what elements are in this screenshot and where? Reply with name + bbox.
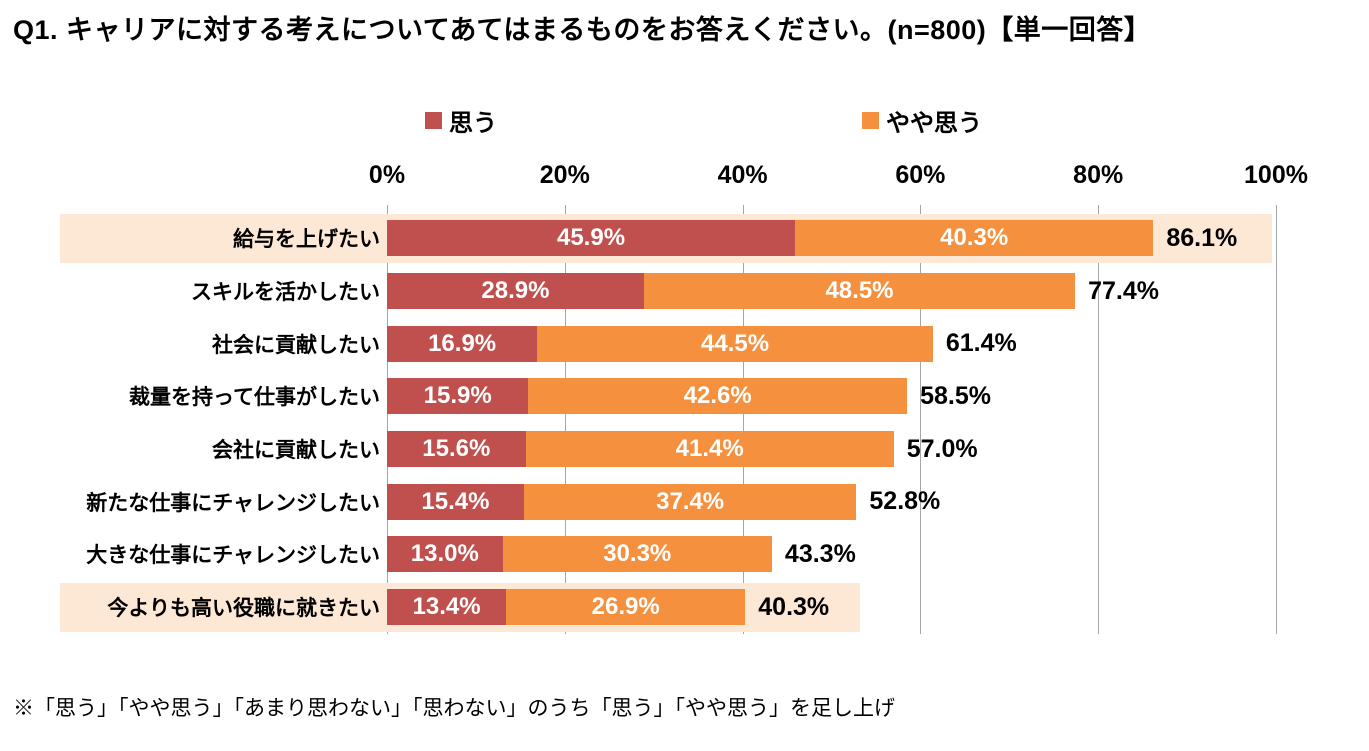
gridline	[920, 205, 922, 634]
legend-label-yaya-omou: やや思う	[886, 110, 982, 137]
category-label: 大きな仕事にチャレンジしたい	[86, 544, 380, 568]
bar-track: 15.9% 42.6% 58.5%	[387, 378, 1276, 415]
chart-row: 裁量を持って仕事がしたい 15.9% 42.6% 58.5%	[0, 370, 1369, 423]
axis-tick-label: 60%	[895, 161, 946, 189]
bar-segment-yaya-omou: 44.5%	[537, 325, 933, 362]
bar-segment-omou: 13.4%	[387, 589, 507, 626]
axis-tick-label: 80%	[1073, 161, 1124, 189]
bar-segment-yaya-omou: 40.3%	[795, 220, 1154, 257]
bar-segment-yaya-omou: 41.4%	[525, 431, 894, 468]
gridline	[1098, 205, 1100, 634]
category-label: 給与を上げたい	[233, 228, 380, 252]
chart-rows: 給与を上げたい 45.9% 40.3% 86.1% スキルを活かしたい 28.9% 48.5…	[0, 212, 1369, 634]
bar-segment-yaya-omou: 37.4%	[523, 483, 857, 520]
category-label: 今よりも高い役職に就きたい	[107, 597, 380, 621]
category-label: 会社に貢献したい	[212, 439, 380, 463]
total-label: 57.0%	[906, 434, 978, 463]
bar-segment-yaya-omou: 30.3%	[502, 536, 772, 573]
bar-segment-omou: 45.9%	[387, 220, 796, 257]
total-label: 40.3%	[758, 592, 830, 621]
bar-segment-omou: 16.9%	[387, 325, 538, 362]
plot-area: 給与を上げたい 45.9% 40.3% 86.1% スキルを活かしたい 28.9% 48.5…	[0, 205, 1369, 634]
x-axis: 0% 20% 40% 60% 80% 100%	[369, 158, 1308, 192]
bar-segment-yaya-omou: 48.5%	[643, 273, 1076, 310]
total-label: 61.4%	[945, 329, 1017, 358]
bar-segment-omou: 15.4%	[387, 483, 524, 520]
gridline	[742, 205, 744, 634]
bar-track: 15.4% 37.4% 52.8%	[387, 483, 1276, 520]
bar-segment-yaya-omou: 26.9%	[506, 589, 746, 626]
bar-segment-yaya-omou: 42.6%	[528, 378, 908, 415]
legend-item-yaya-omou: やや思う	[862, 103, 982, 138]
chart-row: 社会に貢献したい 16.9% 44.5% 61.4%	[0, 317, 1369, 370]
total-label: 86.1%	[1166, 223, 1238, 252]
total-label: 52.8%	[869, 487, 941, 516]
axis-tick-label: 100%	[1244, 161, 1308, 189]
chart-row: 今よりも高い役職に就きたい 13.4% 26.9% 40.3%	[0, 581, 1369, 634]
gridline	[387, 205, 388, 634]
category-label: 新たな仕事にチャレンジしたい	[86, 491, 380, 515]
gridlines	[387, 205, 1277, 634]
gridline	[564, 205, 566, 634]
bar-track: 13.0% 30.3% 43.3%	[387, 536, 1276, 573]
legend-label-omou: 思う	[449, 110, 497, 137]
axis-tick-label: 0%	[368, 161, 406, 189]
legend-swatch-yaya-omou-icon	[862, 112, 879, 129]
category-label: 裁量を持って仕事がしたい	[129, 386, 380, 410]
bar-segment-omou: 15.6%	[387, 431, 526, 468]
chart-row: 会社に貢献したい 15.6% 41.4% 57.0%	[0, 423, 1369, 476]
chart-row: 新たな仕事にチャレンジしたい 15.4% 37.4% 52.8%	[0, 475, 1369, 528]
bar-segment-omou: 15.9%	[387, 378, 529, 415]
total-label: 43.3%	[784, 539, 856, 568]
axis-tick-label: 40%	[717, 161, 768, 189]
bar-segment-omou: 13.0%	[387, 536, 503, 573]
bar-track: 28.9% 48.5% 77.4%	[387, 273, 1276, 310]
category-label: スキルを活かしたい	[191, 281, 380, 305]
bar-track: 16.9% 44.5% 61.4%	[387, 325, 1276, 362]
gridline	[1276, 205, 1277, 634]
bar-segment-omou: 28.9%	[387, 273, 644, 310]
total-label: 77.4%	[1088, 276, 1159, 305]
footnote: ※「思う」「やや思う」「あまり思わない」「思わない」のうち「思う」「やや思う」を…	[13, 696, 895, 720]
chart-row: 給与を上げたい 45.9% 40.3% 86.1%	[0, 212, 1369, 265]
bar-track: 45.9% 40.3% 86.1%	[387, 220, 1276, 257]
chart-row: スキルを活かしたい 28.9% 48.5% 77.4%	[0, 265, 1369, 318]
total-label: 58.5%	[920, 381, 991, 410]
bar-track: 13.4% 26.9% 40.3%	[387, 589, 1276, 626]
chart-title: Q1. キャリアに対する考えについてあてはまるものをお答えください。(n=800…	[13, 15, 1152, 45]
category-label: 社会に貢献したい	[212, 333, 380, 357]
legend-swatch-omou-icon	[425, 112, 442, 129]
chart-row: 大きな仕事にチャレンジしたい 13.0% 30.3% 43.3%	[0, 528, 1369, 581]
bar-track: 15.6% 41.4% 57.0%	[387, 431, 1276, 468]
axis-tick-label: 20%	[539, 161, 590, 189]
legend-item-omou: 思う	[425, 103, 497, 138]
